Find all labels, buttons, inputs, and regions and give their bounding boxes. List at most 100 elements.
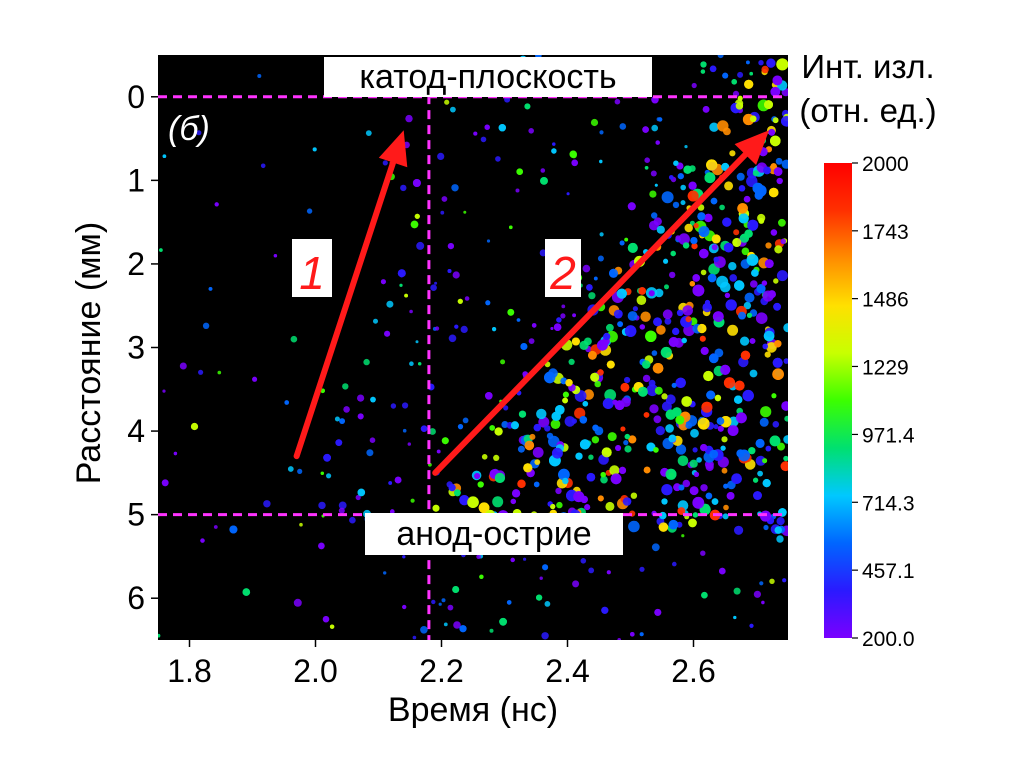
intensity-spot	[510, 557, 515, 563]
intensity-spot	[644, 166, 649, 170]
intensity-spot	[562, 391, 569, 398]
intensity-spot	[402, 604, 407, 610]
colorbar-ticks: 2000 1743 1486 1229 971.4 714.3 457.1 200.0	[852, 153, 915, 651]
intensity-spot	[762, 343, 769, 350]
arrow-1-label: 1	[299, 247, 325, 299]
intensity-spot	[550, 503, 556, 510]
intensity-spot	[692, 512, 699, 518]
intensity-spot	[726, 492, 735, 500]
intensity-spot	[744, 229, 753, 238]
intensity-spot	[774, 526, 782, 534]
intensity-spot	[724, 292, 731, 298]
intensity-spot	[687, 190, 699, 202]
intensity-spot	[744, 79, 754, 89]
intensity-spot	[619, 123, 627, 130]
intensity-spot	[600, 472, 606, 478]
intensity-spot	[407, 442, 411, 446]
intensity-spot	[752, 170, 759, 177]
intensity-spot	[479, 574, 484, 579]
intensity-spot	[242, 588, 251, 596]
intensity-spot	[440, 210, 445, 215]
intensity-spot	[580, 558, 587, 564]
intensity-spot	[573, 491, 585, 503]
intensity-spot	[523, 557, 527, 561]
intensity-spot	[601, 606, 609, 614]
intensity-spot	[763, 330, 775, 342]
intensity-spot	[673, 160, 679, 166]
intensity-spot	[553, 323, 562, 332]
intensity-spot	[436, 449, 441, 454]
intensity-spot	[529, 433, 536, 440]
intensity-spot	[544, 371, 556, 384]
intensity-spot	[639, 632, 644, 637]
intensity-spot	[677, 507, 686, 515]
intensity-spot	[326, 473, 332, 479]
intensity-spot	[749, 115, 757, 123]
intensity-spot	[516, 318, 521, 322]
intensity-spot	[615, 445, 622, 451]
arrow-1-shaft	[293, 159, 397, 460]
intensity-spot	[588, 350, 597, 360]
intensity-spot	[511, 489, 521, 498]
intensity-spot	[709, 65, 717, 73]
intensity-spot	[628, 520, 640, 533]
intensity-spot	[604, 389, 617, 401]
intensity-spot	[486, 239, 491, 243]
intensity-spot	[721, 467, 728, 474]
intensity-spot	[582, 401, 589, 407]
arrow-1-head	[378, 130, 408, 168]
y-tick-label: 2	[127, 246, 145, 282]
intensity-spot	[532, 447, 544, 458]
intensity-spot	[752, 182, 764, 194]
intensity-spot	[709, 449, 719, 459]
intensity-spot	[507, 308, 515, 316]
intensity-spot	[689, 459, 698, 468]
intensity-spot	[680, 200, 686, 206]
x-tick-label: 1.8	[167, 653, 211, 689]
intensity-spot	[273, 254, 278, 258]
intensity-spot	[651, 212, 658, 219]
intensity-spot	[736, 449, 745, 458]
intensity-spot	[402, 402, 409, 409]
intensity-spot	[770, 163, 777, 170]
intensity-spot	[772, 75, 783, 86]
intensity-spot	[654, 386, 663, 395]
y-tick-label: 6	[127, 580, 145, 616]
intensity-spot	[552, 447, 563, 459]
intensity-spot	[410, 220, 419, 229]
intensity-spot	[370, 396, 376, 403]
intensity-spot	[782, 578, 787, 583]
intensity-spot	[342, 383, 349, 390]
intensity-spot	[450, 106, 456, 113]
intensity-spot	[524, 103, 531, 110]
intensity-spot	[738, 213, 749, 224]
intensity-spot	[642, 360, 651, 369]
intensity-spot	[644, 157, 650, 163]
intensity-spot	[575, 452, 583, 460]
intensity-spot	[651, 350, 658, 356]
intensity-spot	[707, 273, 717, 283]
intensity-spot	[299, 522, 303, 527]
intensity-spot	[452, 586, 460, 593]
intensity-spot	[343, 406, 350, 413]
intensity-spot	[781, 159, 788, 169]
intensity-spot	[759, 581, 764, 586]
intensity-spot	[590, 118, 599, 127]
intensity-spot	[503, 405, 509, 411]
intensity-spot	[668, 434, 677, 443]
intensity-spot	[749, 338, 756, 344]
intensity-spot	[420, 425, 428, 433]
intensity-spot	[651, 124, 658, 132]
intensity-spot	[447, 604, 454, 611]
intensity-spot	[495, 156, 501, 162]
intensity-spot	[632, 306, 639, 312]
intensity-spot	[684, 145, 688, 149]
intensity-spot	[690, 428, 699, 438]
intensity-spot	[646, 442, 656, 452]
intensity-spot	[582, 264, 591, 273]
intensity-spot	[727, 425, 739, 436]
intensity-spot	[402, 428, 407, 433]
intensity-spot	[772, 117, 779, 124]
intensity-spot	[435, 326, 440, 331]
